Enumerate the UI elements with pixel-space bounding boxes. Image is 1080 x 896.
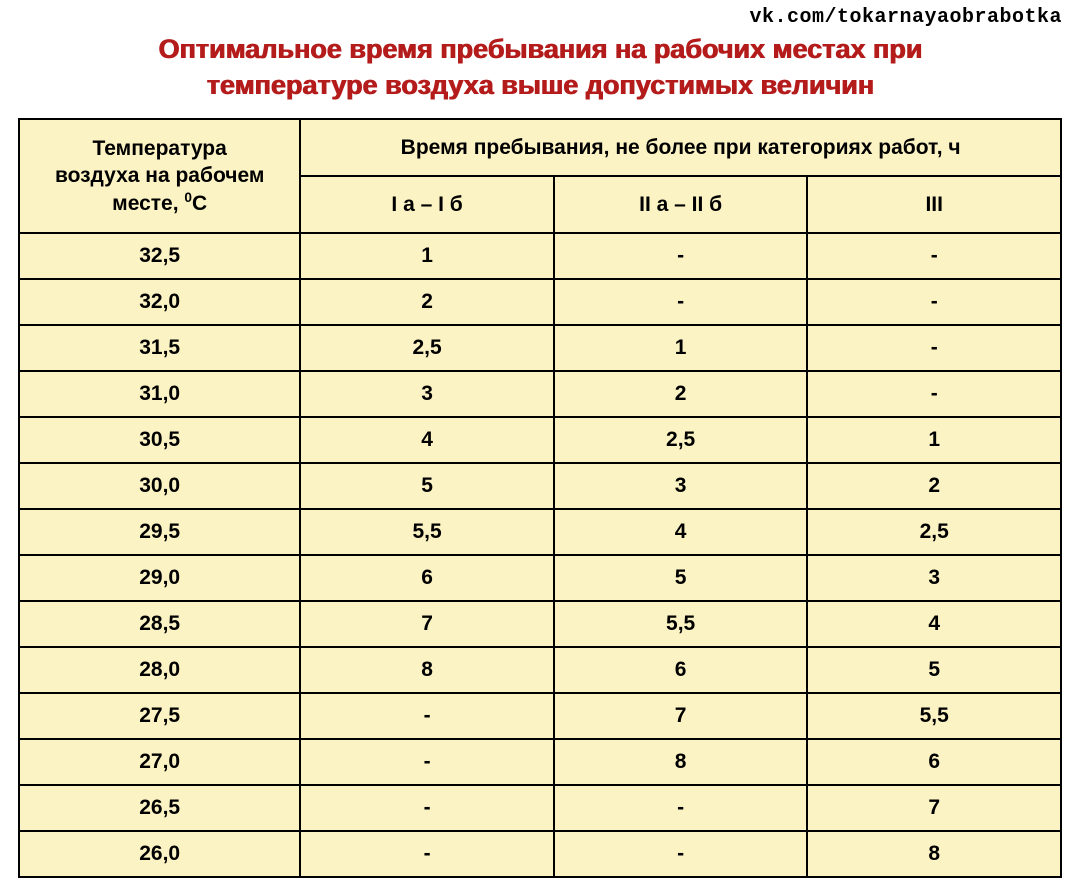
table-row: 31,032- <box>19 371 1061 417</box>
cell-temp: 31,5 <box>19 325 300 371</box>
table-row: 27,0-86 <box>19 739 1061 785</box>
cell-cat3: 6 <box>807 739 1061 785</box>
cell-cat1: 2,5 <box>300 325 554 371</box>
header-category-1: I а – I б <box>300 176 554 233</box>
cell-cat1: 4 <box>300 417 554 463</box>
cell-cat3: - <box>807 325 1061 371</box>
table-row: 29,55,542,5 <box>19 509 1061 555</box>
cell-cat2: 5,5 <box>554 601 808 647</box>
cell-temp: 32,5 <box>19 233 300 279</box>
table-body: 32,51--32,02--31,52,51-31,032-30,542,513… <box>19 233 1061 877</box>
cell-cat3: - <box>807 371 1061 417</box>
cell-temp: 28,0 <box>19 647 300 693</box>
table-header-row-1: Температура воздуха на рабочем месте, 0С… <box>19 119 1061 176</box>
document-title: Оптимальное время пребывания на рабочих … <box>0 31 1080 118</box>
cell-cat2: 1 <box>554 325 808 371</box>
title-line-1: Оптимальное время пребывания на рабочих … <box>158 34 922 64</box>
table-header: Температура воздуха на рабочем месте, 0С… <box>19 119 1061 234</box>
cell-cat3: 2,5 <box>807 509 1061 555</box>
cell-temp: 29,0 <box>19 555 300 601</box>
header-temp-sup: 0 <box>184 190 192 205</box>
table-row: 28,0865 <box>19 647 1061 693</box>
cell-cat2: 2 <box>554 371 808 417</box>
table-row: 32,02-- <box>19 279 1061 325</box>
page-container: vk.com/tokarnayaobrabotka Оптимальное вр… <box>0 0 1080 878</box>
cell-cat2: 3 <box>554 463 808 509</box>
cell-cat1: - <box>300 831 554 877</box>
cell-cat1: 1 <box>300 233 554 279</box>
watermark-text: vk.com/tokarnayaobrabotka <box>0 0 1080 31</box>
cell-cat2: - <box>554 831 808 877</box>
table-row: 30,542,51 <box>19 417 1061 463</box>
cell-temp: 29,5 <box>19 509 300 555</box>
cell-cat2: 7 <box>554 693 808 739</box>
cell-cat3: 1 <box>807 417 1061 463</box>
cell-cat3: 5,5 <box>807 693 1061 739</box>
cell-cat3: 4 <box>807 601 1061 647</box>
table-row: 26,0--8 <box>19 831 1061 877</box>
cell-temp: 30,0 <box>19 463 300 509</box>
header-temp-text-1: Температура <box>93 137 227 160</box>
table-row: 30,0532 <box>19 463 1061 509</box>
header-temperature: Температура воздуха на рабочем месте, 0С <box>19 119 300 234</box>
cell-temp: 31,0 <box>19 371 300 417</box>
header-temp-text-3b: С <box>192 192 207 215</box>
table-row: 26,5--7 <box>19 785 1061 831</box>
cell-cat1: 8 <box>300 647 554 693</box>
cell-cat2: 8 <box>554 739 808 785</box>
cell-temp: 30,5 <box>19 417 300 463</box>
cell-cat2: 2,5 <box>554 417 808 463</box>
table-row: 27,5-75,5 <box>19 693 1061 739</box>
cell-cat2: 5 <box>554 555 808 601</box>
cell-temp: 27,0 <box>19 739 300 785</box>
cell-cat3: - <box>807 279 1061 325</box>
cell-cat3: 5 <box>807 647 1061 693</box>
cell-cat1: 5,5 <box>300 509 554 555</box>
cell-cat2: 6 <box>554 647 808 693</box>
cell-temp: 26,0 <box>19 831 300 877</box>
header-temp-text-3a: месте, <box>112 192 184 215</box>
cell-cat1: 5 <box>300 463 554 509</box>
cell-cat3: 3 <box>807 555 1061 601</box>
cell-cat1: - <box>300 739 554 785</box>
cell-temp: 27,5 <box>19 693 300 739</box>
header-temp-text-2: воздуха на рабочем <box>55 164 264 187</box>
cell-cat1: - <box>300 785 554 831</box>
cell-cat2: - <box>554 233 808 279</box>
cell-cat3: 8 <box>807 831 1061 877</box>
title-line-2: температуре воздуха выше допустимых вели… <box>206 70 873 100</box>
cell-cat2: - <box>554 785 808 831</box>
cell-cat1: 2 <box>300 279 554 325</box>
cell-cat3: 2 <box>807 463 1061 509</box>
cell-cat3: 7 <box>807 785 1061 831</box>
cell-temp: 28,5 <box>19 601 300 647</box>
table-row: 28,575,54 <box>19 601 1061 647</box>
header-category-2: II а – II б <box>554 176 808 233</box>
cell-cat1: 6 <box>300 555 554 601</box>
header-time-group: Время пребывания, не более при категория… <box>300 119 1061 176</box>
cell-temp: 32,0 <box>19 279 300 325</box>
cell-cat3: - <box>807 233 1061 279</box>
table-row: 29,0653 <box>19 555 1061 601</box>
table-row: 31,52,51- <box>19 325 1061 371</box>
table-row: 32,51-- <box>19 233 1061 279</box>
exposure-time-table: Температура воздуха на рабочем месте, 0С… <box>18 118 1062 879</box>
cell-cat1: 7 <box>300 601 554 647</box>
cell-cat1: 3 <box>300 371 554 417</box>
header-category-3: III <box>807 176 1061 233</box>
cell-cat2: 4 <box>554 509 808 555</box>
cell-temp: 26,5 <box>19 785 300 831</box>
cell-cat2: - <box>554 279 808 325</box>
cell-cat1: - <box>300 693 554 739</box>
